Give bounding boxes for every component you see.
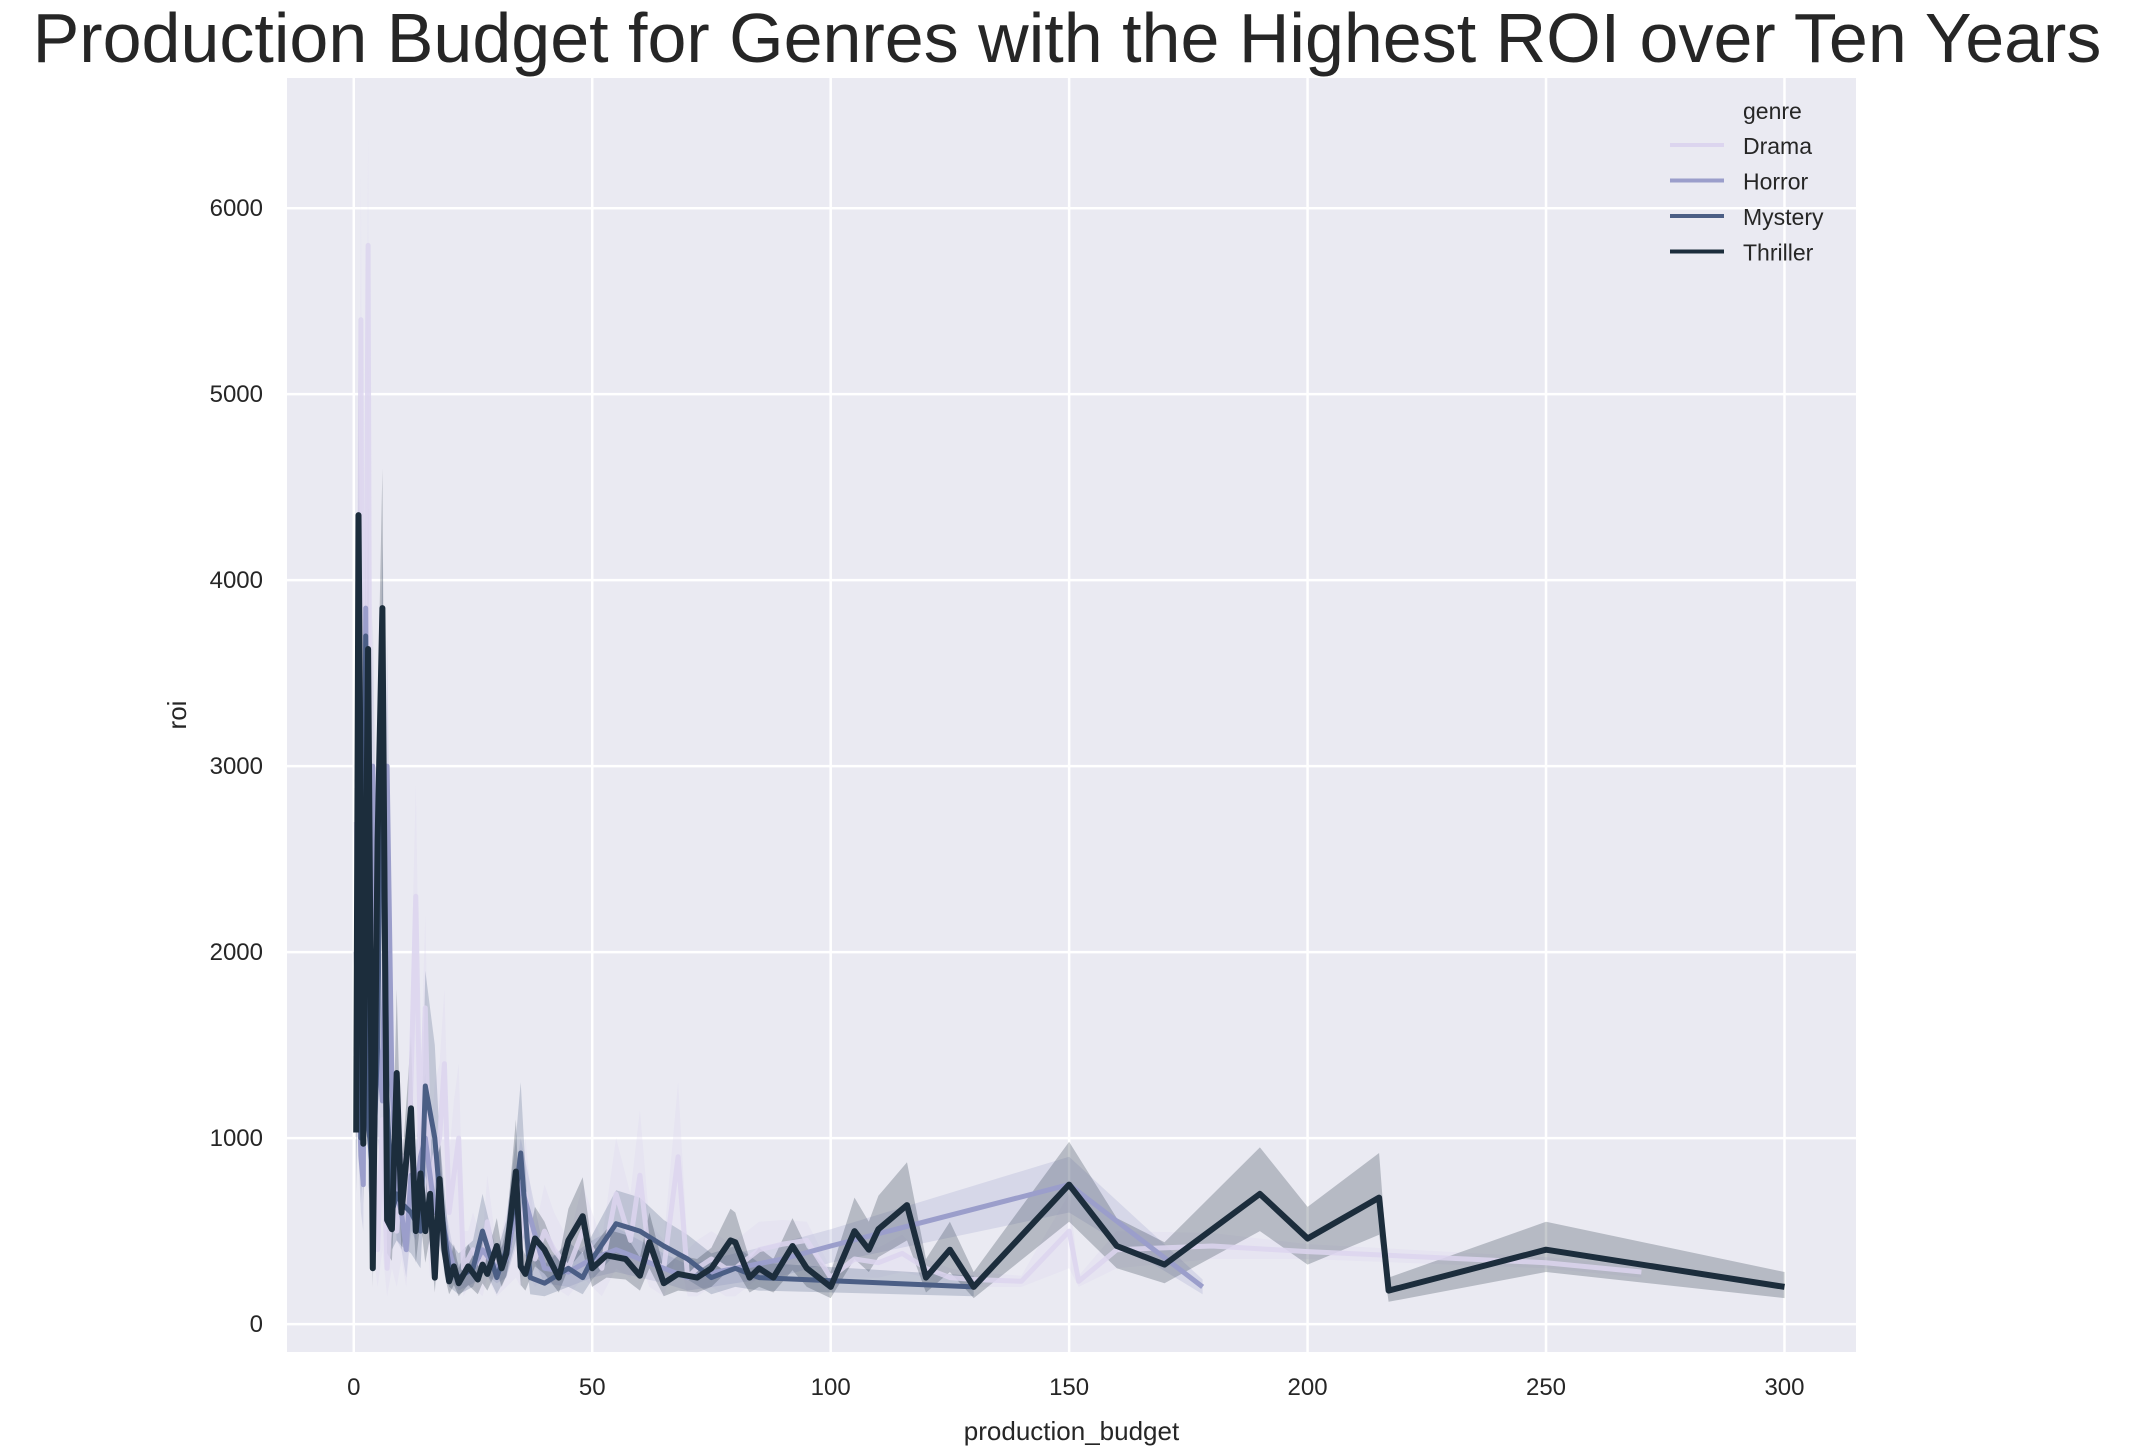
x-tick-label: 300 [1764, 1374, 1804, 1401]
legend-label-horror: Horror [1743, 169, 1809, 195]
series-lines [353, 242, 1785, 1294]
legend: genre Drama Horror Mystery Thriller [1670, 98, 1824, 266]
x-axis-label: production_budget [964, 1416, 1180, 1446]
x-tick-label: 200 [1288, 1374, 1328, 1401]
y-tick-label: 3000 [210, 753, 263, 780]
x-tick-label: 100 [811, 1374, 851, 1401]
legend-title: genre [1743, 98, 1802, 124]
legend-label-thriller: Thriller [1743, 240, 1814, 266]
x-tick-label: 250 [1526, 1374, 1566, 1401]
y-tick-label: 2000 [210, 939, 263, 966]
legend-label-drama: Drama [1743, 133, 1812, 159]
y-tick-label: 5000 [210, 381, 263, 408]
grid-lines [287, 78, 1856, 1352]
y-tick-label: 4000 [210, 567, 263, 594]
y-tick-label: 0 [250, 1311, 263, 1338]
plot-area [287, 78, 1856, 1352]
x-tick-label: 150 [1049, 1374, 1089, 1401]
y-axis-ticks: 0 1000 2000 3000 4000 5000 6000 [210, 195, 263, 1338]
y-axis-label: roi [162, 701, 192, 730]
y-tick-label: 6000 [210, 195, 263, 222]
y-tick-label: 1000 [210, 1125, 263, 1152]
chart-title: Production Budget for Genres with the Hi… [33, 0, 2102, 77]
x-axis-ticks: 0 50 100 150 200 250 300 [347, 1374, 1804, 1401]
x-tick-label: 0 [347, 1374, 360, 1401]
x-tick-label: 50 [579, 1374, 606, 1401]
thriller-series-line [353, 512, 1785, 1294]
legend-label-mystery: Mystery [1743, 204, 1824, 230]
